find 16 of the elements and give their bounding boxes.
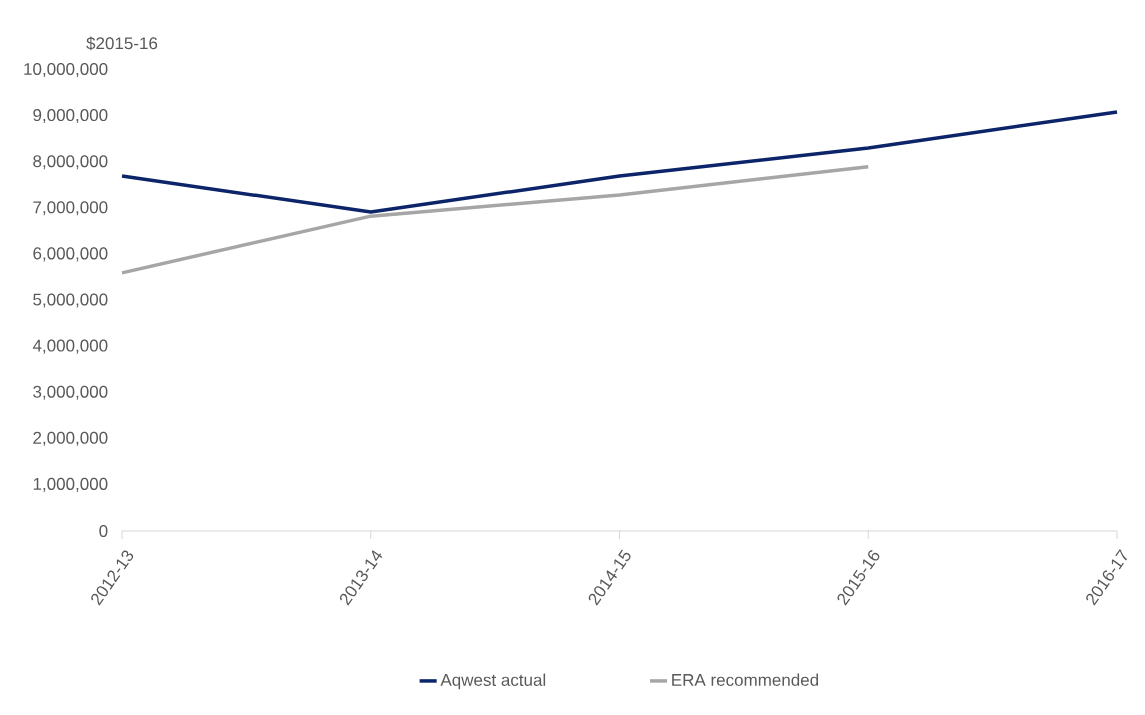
y-axis-title: $2015-16 xyxy=(86,36,158,51)
y-tick-label: 1,000,000 xyxy=(33,477,108,492)
line-series xyxy=(120,165,871,275)
y-tick-label: 2,000,000 xyxy=(33,431,108,446)
y-tick-label: 3,000,000 xyxy=(33,385,108,400)
y-tick-label: 7,000,000 xyxy=(33,201,108,216)
y-tick-label: 5,000,000 xyxy=(33,293,108,308)
y-tick-label: 0 xyxy=(99,524,108,538)
y-tick-label: 4,000,000 xyxy=(32,339,108,354)
line-series xyxy=(120,110,1119,214)
y-tick-label: 6,000,000 xyxy=(33,247,108,262)
legend-label: ERA recommended xyxy=(672,673,819,686)
y-tick-label: 9,000,000 xyxy=(33,109,108,124)
legend-label: Aqwest actual xyxy=(440,673,546,690)
y-tick-label: 10,000,000 xyxy=(24,62,108,78)
y-tick-label: 8,000,000 xyxy=(33,155,108,170)
